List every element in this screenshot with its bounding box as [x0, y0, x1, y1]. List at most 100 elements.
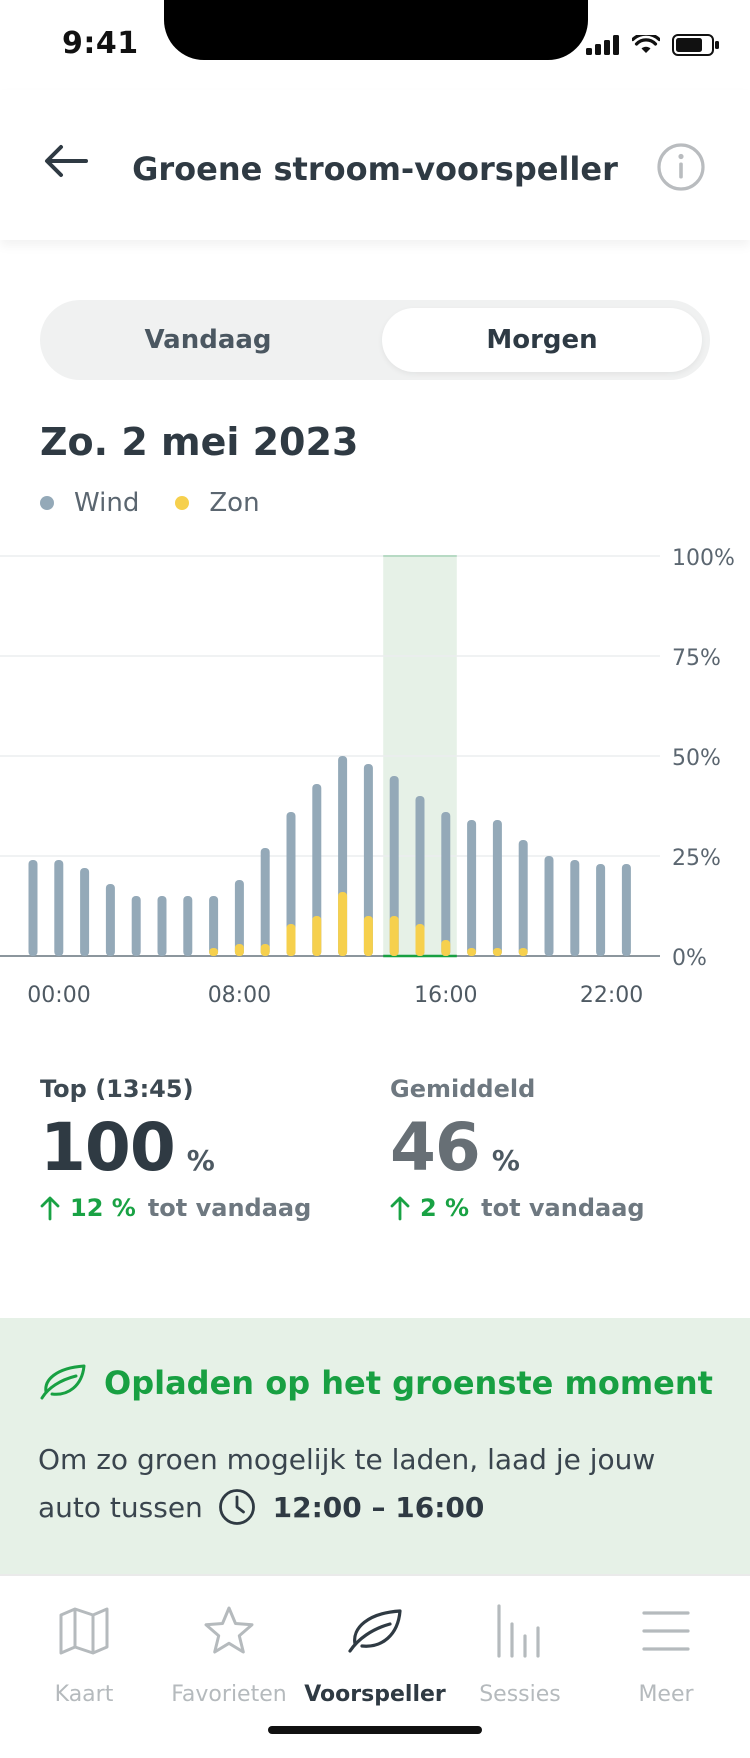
stat-avg-delta-text: tot vandaag: [481, 1194, 645, 1222]
map-icon: [59, 1607, 109, 1655]
wind-bar: [312, 784, 322, 956]
wind-bar: [80, 868, 90, 956]
wind-bar: [105, 884, 115, 956]
zon-bar: [441, 940, 451, 956]
arrow-up-icon: [390, 1196, 410, 1221]
chart-legend: Wind Zon: [40, 488, 296, 518]
leaf-icon: [40, 1364, 86, 1400]
wind-bar: [260, 848, 270, 956]
stat-avg-unit: %: [491, 1144, 520, 1177]
wind-bar: [389, 776, 399, 956]
wind-bar: [209, 896, 219, 956]
info-button[interactable]: [656, 142, 706, 192]
home-indicator: [268, 1726, 482, 1734]
stat-average: Gemiddeld 46 % 2 % tot vandaag: [390, 1075, 645, 1222]
zon-bar: [492, 948, 502, 956]
tab-label-voorspeller: Voorspeller: [304, 1682, 446, 1707]
wind-bar: [544, 856, 554, 956]
stat-top-delta-text: tot vandaag: [147, 1194, 312, 1222]
zon-bar: [312, 916, 322, 956]
zon-bar: [363, 916, 373, 956]
zon-bar: [260, 944, 270, 956]
wind-bar: [54, 860, 64, 956]
date-title: Zo. 2 mei 2023: [40, 420, 359, 464]
stat-top-delta: 12 %: [70, 1194, 136, 1222]
signal-icon: [586, 35, 619, 55]
wind-bar: [157, 896, 167, 956]
y-tick-label: 0%: [672, 946, 707, 971]
tab-favorieten[interactable]: Favorieten: [154, 1596, 304, 1707]
x-tick-label: 16:00: [414, 983, 477, 1008]
y-tick-label: 100%: [672, 546, 735, 571]
tab-label-meer: Meer: [638, 1682, 694, 1707]
wind-bar: [441, 812, 451, 956]
legend-item-wind: Wind: [40, 488, 139, 518]
bar-chart-icon: [497, 1604, 540, 1658]
tab-meer[interactable]: Meer: [591, 1596, 741, 1707]
green-panel-text: Om zo groen mogelijk te laden, laad je j…: [38, 1436, 718, 1532]
wind-bar: [467, 820, 477, 956]
zon-bar: [415, 924, 425, 956]
clock-icon: [218, 1489, 255, 1525]
green-panel-description: Om zo groen mogelijk te laden, laad je j…: [38, 1443, 656, 1524]
stat-top-unit: %: [186, 1144, 215, 1177]
x-tick-label: 00:00: [27, 983, 90, 1008]
zon-bar: [518, 948, 528, 956]
x-tick-label: 22:00: [580, 983, 643, 1008]
arrow-left-icon: [45, 145, 88, 177]
wind-bar: [492, 820, 502, 956]
wifi-icon: [632, 35, 660, 53]
arrow-up-icon: [40, 1196, 60, 1221]
back-button[interactable]: [44, 144, 94, 184]
zon-bar: [234, 944, 244, 956]
wind-bar: [183, 896, 193, 956]
wind-bar: [286, 812, 296, 956]
zon-bar: [286, 924, 296, 956]
tab-voorspeller[interactable]: Voorspeller: [300, 1596, 450, 1707]
y-tick-label: 25%: [672, 846, 721, 871]
status-bar: 9:41: [0, 0, 750, 90]
y-tick-label: 50%: [672, 746, 721, 771]
legend-dot-zon: [175, 496, 190, 510]
wind-bar: [415, 796, 425, 956]
legend-label-wind: Wind: [74, 488, 140, 518]
stat-avg-delta: 2 %: [420, 1194, 470, 1222]
zon-bar: [209, 948, 219, 956]
legend-item-zon: Zon: [175, 488, 260, 518]
y-tick-label: 75%: [672, 646, 721, 671]
status-icons: [586, 34, 720, 56]
wind-bar: [234, 880, 244, 956]
day-segmented-control: Vandaag Morgen: [40, 300, 710, 380]
star-icon: [204, 1606, 254, 1654]
x-tick-label: 08:00: [208, 983, 271, 1008]
tab-label-favorieten: Favorieten: [171, 1682, 287, 1707]
legend-label-zon: Zon: [209, 488, 260, 518]
tab-sessies[interactable]: Sessies: [445, 1596, 595, 1707]
zon-bar: [467, 948, 477, 956]
wind-bar: [570, 860, 580, 956]
stat-avg-label: Gemiddeld: [390, 1075, 536, 1103]
stat-top-label: Top (13:45): [40, 1075, 194, 1103]
stat-avg-value: 46: [390, 1109, 481, 1186]
notch: [164, 0, 588, 60]
legend-dot-wind: [40, 496, 54, 510]
stat-top-value: 100: [40, 1109, 176, 1186]
energy-forecast-chart: 100% 75% 50% 25% 0% 00:00 08:00 16:00 22:00: [0, 546, 735, 1008]
tab-kaart[interactable]: Kaart: [9, 1596, 159, 1707]
wind-bar: [131, 896, 141, 956]
green-charging-panel: Opladen op het groenste moment Om zo gro…: [0, 1318, 750, 1574]
tab-vandaag[interactable]: Vandaag: [144, 325, 272, 355]
page-title: Groene stroom-voorspeller: [132, 150, 618, 188]
green-panel-time: 12:00 – 16:00: [272, 1491, 485, 1524]
tab-label-sessies: Sessies: [479, 1682, 561, 1707]
battery-icon: [672, 34, 719, 56]
wind-bar: [363, 764, 373, 956]
wind-bar: [28, 860, 38, 956]
info-icon: [657, 143, 705, 191]
green-panel-title: Opladen op het groenste moment: [104, 1364, 713, 1402]
leaf-icon: [348, 1609, 402, 1653]
zon-bar: [389, 916, 399, 956]
menu-icon: [642, 1611, 690, 1651]
tab-morgen[interactable]: Morgen: [382, 308, 702, 372]
